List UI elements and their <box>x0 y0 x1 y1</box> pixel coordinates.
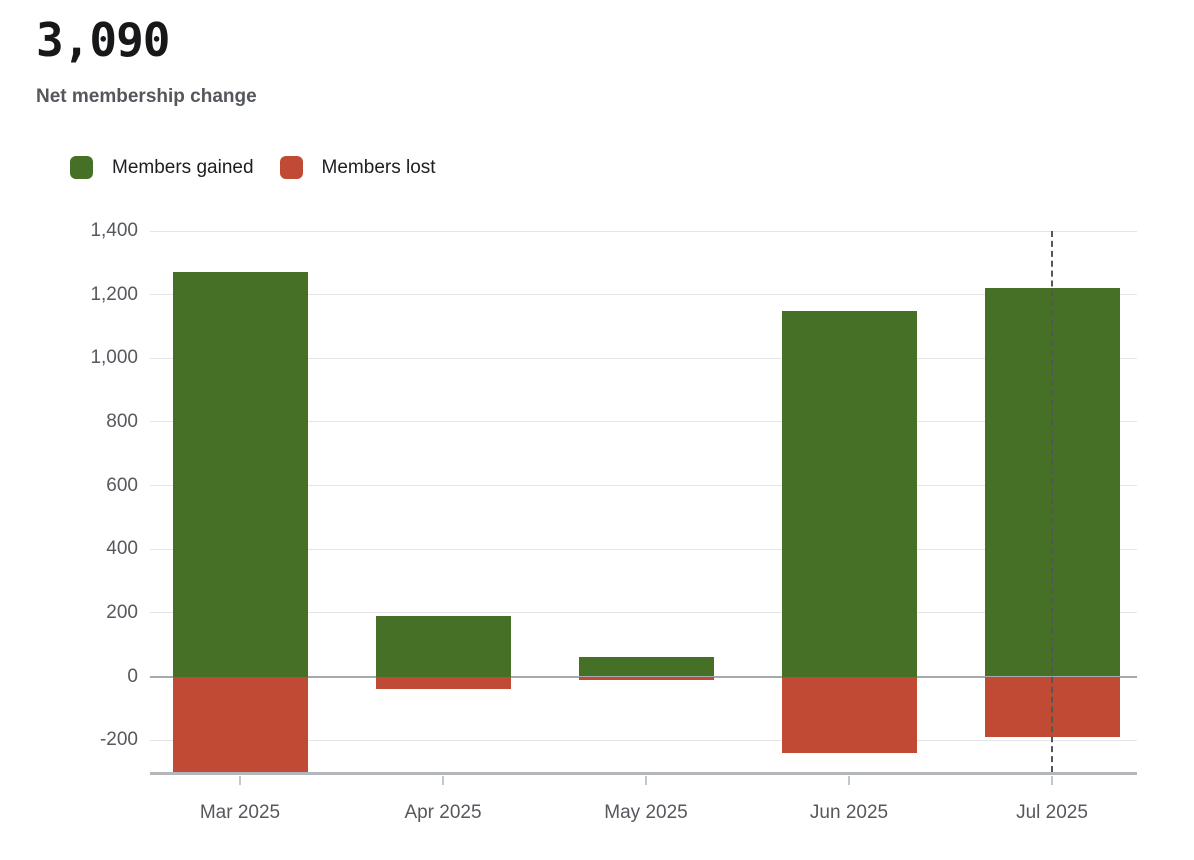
gridline <box>150 485 1137 487</box>
x-tick-mark <box>239 776 241 785</box>
x-tick-mark <box>1051 776 1053 785</box>
bar-members-gained[interactable] <box>578 657 714 677</box>
x-tick-label: Jun 2025 <box>809 802 889 823</box>
x-tick-mark <box>645 776 647 785</box>
gridline <box>150 612 1137 614</box>
gridline <box>150 230 1137 232</box>
chart-legend: Members gained Members lost <box>70 156 436 179</box>
members-gained-swatch-icon <box>70 156 93 179</box>
legend-label-members-gained: Members gained <box>112 157 254 178</box>
headline-label: Net membership change <box>36 86 257 107</box>
x-tick-mark <box>848 776 850 785</box>
y-tick-label: 200 <box>106 601 138 623</box>
bar-members-lost[interactable] <box>375 676 511 690</box>
y-tick-label: 800 <box>106 410 138 432</box>
bar-members-lost[interactable] <box>172 676 308 772</box>
y-tick-label: 0 <box>127 665 138 687</box>
bar-members-gained[interactable] <box>172 272 308 677</box>
gridline <box>150 739 1137 741</box>
gridline <box>150 548 1137 550</box>
y-tick-label: -200 <box>99 729 138 751</box>
bar-members-lost[interactable] <box>578 676 714 680</box>
legend-label-members-lost: Members lost <box>321 157 436 178</box>
y-tick-label: 1,200 <box>90 283 138 305</box>
gridline <box>150 421 1137 423</box>
bar-members-lost[interactable] <box>781 676 917 753</box>
x-tick-label: May 2025 <box>604 802 688 823</box>
y-tick-label: 400 <box>106 538 138 560</box>
x-tick-mark <box>442 776 444 785</box>
members-lost-swatch-icon <box>279 156 303 179</box>
y-tick-label: 1,400 <box>90 220 138 241</box>
bar-members-gained[interactable] <box>781 310 917 677</box>
x-tick-label: Mar 2025 <box>199 802 281 823</box>
legend-item-members-lost[interactable]: Members lost <box>279 156 436 179</box>
x-tick-label: Apr 2025 <box>404 802 482 823</box>
y-axis-labels: 1,400 1,200 1,000 800 600 400 200 0 -200 <box>30 220 138 772</box>
legend-item-members-gained[interactable]: Members gained <box>70 156 254 179</box>
plot-area: Mar 2025 Apr 2025 May 2025 Jun 2025 Jul 2025 <box>150 230 1137 823</box>
current-period-dashed-line <box>1051 231 1053 772</box>
bar-members-gained[interactable] <box>375 616 511 677</box>
y-tick-label: 1,000 <box>90 347 138 369</box>
gridline <box>150 294 1137 296</box>
headline-value: 3,090 <box>36 13 170 67</box>
bar-chart: 1,400 1,200 1,000 800 600 400 200 0 -200 Mar 202… <box>90 220 1137 823</box>
y-tick-label: 600 <box>106 474 138 496</box>
gridline <box>150 357 1137 359</box>
x-tick-label: Jul 2025 <box>1016 802 1088 823</box>
